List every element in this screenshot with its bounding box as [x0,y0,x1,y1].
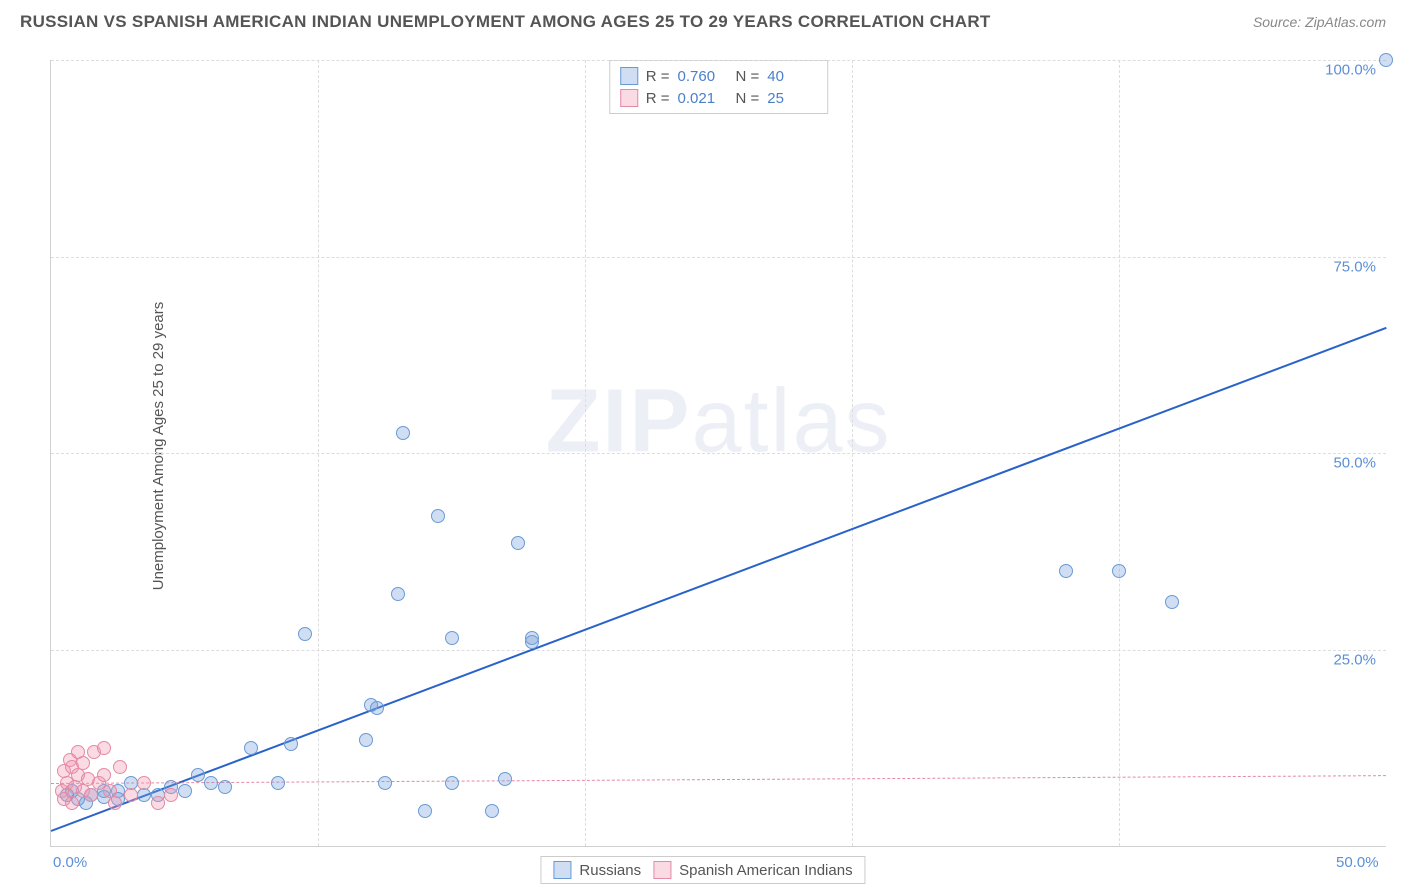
gridline-horizontal [51,453,1386,454]
data-point-spanish [164,788,178,802]
data-point-spanish [108,796,122,810]
trend-line-russians [51,327,1387,832]
data-point-russians [218,780,232,794]
data-point-russians [178,784,192,798]
data-point-spanish [113,760,127,774]
data-point-spanish [151,796,165,810]
data-point-russians [191,768,205,782]
data-point-russians [370,701,384,715]
swatch-russians [553,861,571,879]
x-tick-label: 50.0% [1336,854,1379,871]
r-label: R = [646,90,670,107]
r-value-spanish: 0.021 [678,90,728,107]
data-point-russians [1165,595,1179,609]
gridline-vertical [1119,60,1120,846]
data-point-russians [511,536,525,550]
scatter-chart: ZIPatlas R = 0.760 N = 40 R = 0.021 N = … [50,60,1386,847]
legend-stats: R = 0.760 N = 40 R = 0.021 N = 25 [609,60,829,114]
legend-stats-row-spanish: R = 0.021 N = 25 [620,87,818,109]
data-point-russians [485,804,499,818]
n-value-spanish: 25 [767,90,817,107]
data-point-spanish [124,788,138,802]
gridline-horizontal [51,650,1386,651]
legend-series: Russians Spanish American Indians [540,856,865,884]
data-point-russians [271,776,285,790]
swatch-russians [620,67,638,85]
source-attribution: Source: ZipAtlas.com [1253,14,1386,30]
watermark: ZIPatlas [545,370,891,473]
data-point-russians [1379,53,1393,67]
header: RUSSIAN VS SPANISH AMERICAN INDIAN UNEMP… [0,0,1406,40]
data-point-russians [498,772,512,786]
data-point-russians [204,776,218,790]
gridline-vertical [585,60,586,846]
data-point-spanish [97,741,111,755]
r-label: R = [646,68,670,85]
data-point-spanish [65,796,79,810]
data-point-russians [1112,564,1126,578]
legend-stats-row-russians: R = 0.760 N = 40 [620,65,818,87]
source-label: Source: [1253,14,1305,30]
data-point-spanish [84,788,98,802]
gridline-vertical [852,60,853,846]
data-point-spanish [137,776,151,790]
x-tick-label: 0.0% [53,854,87,871]
data-point-russians [298,627,312,641]
data-point-russians [431,509,445,523]
y-tick-label: 75.0% [1333,258,1376,275]
data-point-russians [396,426,410,440]
watermark-part2: atlas [691,371,891,471]
legend-label-russians: Russians [579,862,641,879]
data-point-russians [418,804,432,818]
r-value-russians: 0.760 [678,68,728,85]
gridline-horizontal [51,257,1386,258]
data-point-russians [525,631,539,645]
swatch-spanish [653,861,671,879]
y-tick-label: 25.0% [1333,651,1376,668]
data-point-russians [244,741,258,755]
y-tick-label: 50.0% [1333,455,1376,472]
source-name: ZipAtlas.com [1305,14,1386,30]
data-point-spanish [76,756,90,770]
legend-item-russians: Russians [553,861,641,879]
data-point-russians [391,587,405,601]
watermark-part1: ZIP [545,371,691,471]
chart-title: RUSSIAN VS SPANISH AMERICAN INDIAN UNEMP… [20,12,991,32]
data-point-russians [445,776,459,790]
gridline-horizontal [51,60,1386,61]
data-point-spanish [97,768,111,782]
legend-item-spanish: Spanish American Indians [653,861,852,879]
data-point-russians [359,733,373,747]
n-label: N = [736,68,760,85]
n-value-russians: 40 [767,68,817,85]
data-point-russians [445,631,459,645]
y-tick-label: 100.0% [1325,62,1376,79]
n-label: N = [736,90,760,107]
trend-line-spanish [51,775,1386,784]
data-point-russians [284,737,298,751]
legend-label-spanish: Spanish American Indians [679,862,852,879]
data-point-russians [378,776,392,790]
swatch-spanish [620,89,638,107]
data-point-russians [1059,564,1073,578]
